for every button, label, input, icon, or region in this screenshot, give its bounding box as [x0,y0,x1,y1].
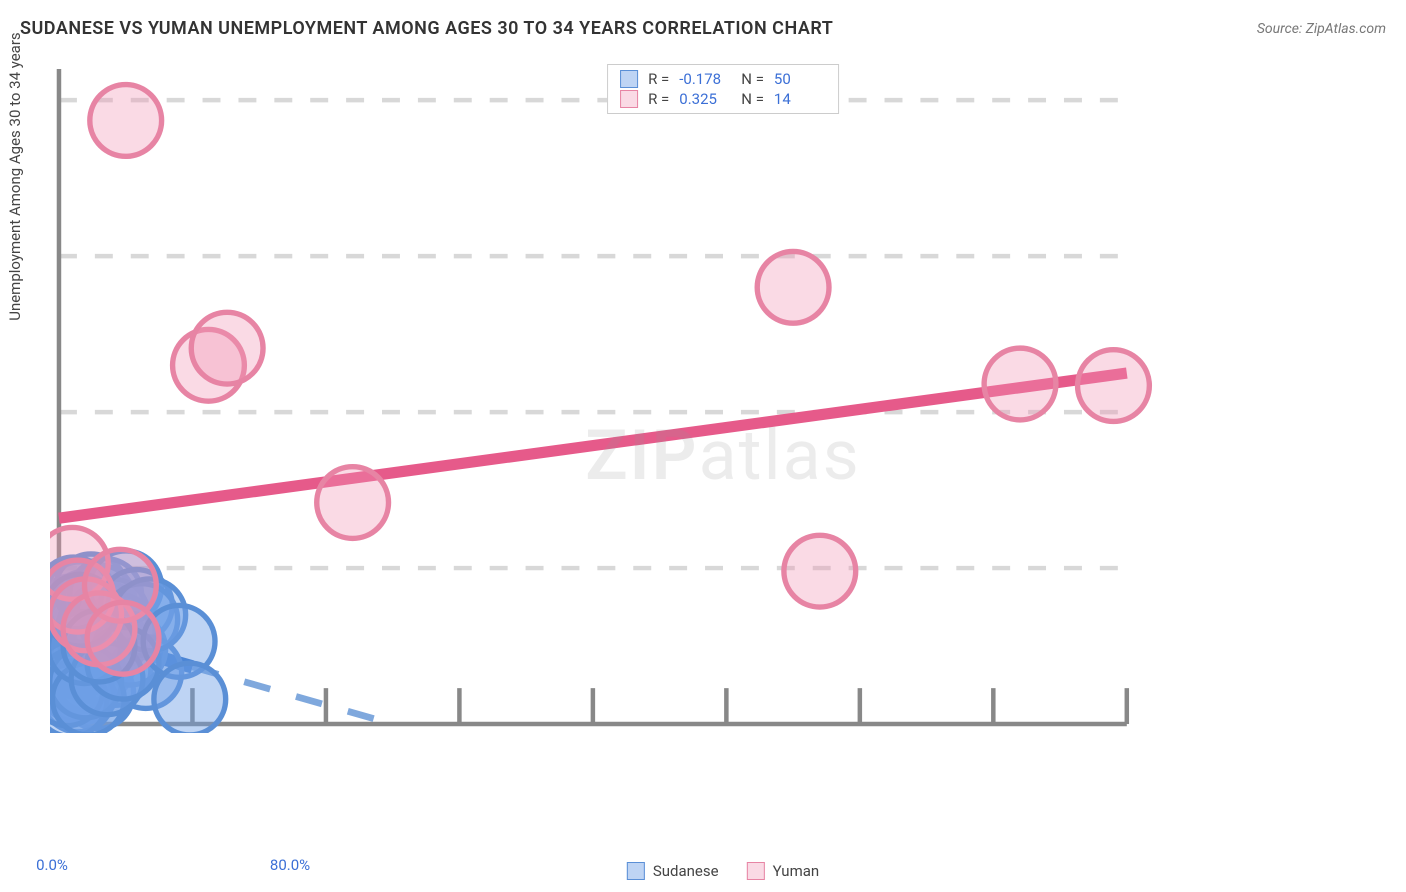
yuman-point [784,535,856,607]
yuman-point [87,602,159,674]
source-label: Source: ZipAtlas.com [1257,21,1386,37]
yuman-point [1078,350,1150,422]
legend-swatch [747,862,765,880]
r-value: 0.325 [679,90,731,108]
x-tick-label: 80.0% [270,856,310,874]
n-value: 14 [774,90,826,108]
r-value: -0.178 [679,70,731,88]
y-axis-label: Unemployment Among Ages 30 to 34 years [6,32,24,320]
n-value: 50 [774,70,826,88]
legend-stats: R = -0.178 N = 50 R = 0.325 N = 14 [607,64,839,114]
yuman-point [317,467,389,539]
legend-swatch [620,70,638,88]
legend-series: Sudanese Yuman [627,862,819,880]
yuman-point [984,348,1056,420]
legend-stat-row: R = 0.325 N = 14 [620,89,826,109]
legend-label: Yuman [773,862,820,880]
x-tick-label: 0.0% [36,856,68,874]
yuman-point [757,251,829,323]
legend-item: Sudanese [627,862,719,880]
r-label: R = [648,70,669,88]
yuman-point [191,312,263,384]
yuman-point [90,85,162,157]
legend-swatch [620,90,638,108]
sudanese-point [154,663,226,733]
n-label: N = [741,90,764,108]
r-label: R = [648,90,669,108]
scatter-plot [50,60,1396,733]
legend-label: Sudanese [653,862,719,880]
legend-stat-row: R = -0.178 N = 50 [620,69,826,89]
chart-container: Unemployment Among Ages 30 to 34 years Z… [50,60,1396,852]
n-label: N = [741,70,764,88]
header: SUDANESE VS YUMAN UNEMPLOYMENT AMONG AGE… [20,18,1386,39]
chart-title: SUDANESE VS YUMAN UNEMPLOYMENT AMONG AGE… [20,18,833,39]
legend-swatch [627,862,645,880]
legend-item: Yuman [747,862,820,880]
